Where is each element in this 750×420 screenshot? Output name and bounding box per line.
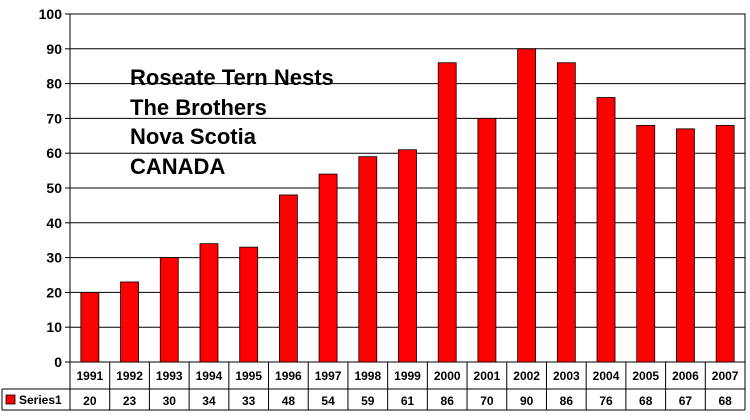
bar-1998 bbox=[358, 156, 378, 363]
table-value: 33 bbox=[242, 394, 256, 408]
title-line-3: Nova Scotia bbox=[130, 124, 256, 149]
bar-2000 bbox=[437, 62, 457, 363]
bar-1999 bbox=[398, 149, 417, 363]
y-tick-label: 40 bbox=[46, 215, 62, 231]
table-value: 70 bbox=[480, 394, 494, 408]
x-tick-label: 2000 bbox=[434, 369, 461, 383]
table-value: 86 bbox=[560, 394, 574, 408]
x-tick-label: 1997 bbox=[315, 369, 342, 383]
y-tick-label: 70 bbox=[46, 110, 62, 126]
bar-1997 bbox=[318, 173, 338, 363]
title-line-2: The Brothers bbox=[130, 94, 267, 120]
y-tick-label: 20 bbox=[46, 284, 62, 300]
y-tick-label: 80 bbox=[46, 76, 62, 92]
x-tick-label: 2005 bbox=[632, 369, 659, 383]
table-value: 54 bbox=[321, 394, 335, 408]
bar-1992 bbox=[120, 281, 139, 363]
chart-title: Roseate Tern Nests The Brothers Nova Sco… bbox=[130, 63, 334, 181]
table-value: 23 bbox=[123, 394, 137, 408]
y-tick-label: 90 bbox=[46, 41, 62, 57]
table-value: 34 bbox=[202, 394, 216, 408]
bar-2004 bbox=[596, 97, 616, 363]
table-value: 76 bbox=[599, 394, 613, 408]
title-line-4: CANADA bbox=[130, 153, 226, 179]
table-value: 68 bbox=[718, 394, 732, 408]
x-tick-label: 1998 bbox=[354, 369, 381, 383]
legend-key bbox=[5, 394, 16, 405]
table-value: 61 bbox=[401, 394, 415, 408]
bar-2006 bbox=[676, 128, 695, 363]
x-tick-label: 2001 bbox=[474, 369, 501, 383]
table-value: 86 bbox=[441, 394, 455, 408]
title-line-1: Roseate Tern Nests bbox=[130, 65, 334, 90]
bar-1996 bbox=[278, 194, 298, 363]
bar-2002 bbox=[517, 48, 537, 363]
bar-1994 bbox=[199, 243, 219, 363]
x-tick-label: 1991 bbox=[77, 369, 104, 383]
table-value: 90 bbox=[520, 394, 534, 408]
table-value: 67 bbox=[679, 394, 693, 408]
x-tick-label: 2006 bbox=[672, 369, 699, 383]
bar-2005 bbox=[636, 124, 656, 363]
x-tick-label: 2007 bbox=[712, 369, 739, 383]
table-value: 48 bbox=[282, 394, 296, 408]
x-tick-label: 1992 bbox=[116, 369, 143, 383]
x-tick-label: 1999 bbox=[394, 369, 421, 383]
x-tick-label: 1995 bbox=[235, 369, 262, 383]
bar-1993 bbox=[159, 257, 179, 363]
table-value: 30 bbox=[163, 394, 177, 408]
bar-1991 bbox=[80, 291, 100, 363]
x-tick-label: 2002 bbox=[513, 369, 540, 383]
y-tick-label: 50 bbox=[46, 180, 62, 196]
x-tick-label: 1993 bbox=[156, 369, 183, 383]
y-tick-label: 100 bbox=[39, 6, 63, 22]
bar-1995 bbox=[239, 246, 259, 363]
table-value: 68 bbox=[639, 394, 653, 408]
y-tick-label: 0 bbox=[54, 354, 62, 370]
x-tick-label: 1996 bbox=[275, 369, 302, 383]
y-tick-label: 60 bbox=[46, 145, 62, 161]
table-value: 59 bbox=[361, 394, 375, 408]
x-tick-label: 2003 bbox=[553, 369, 580, 383]
bar-2001 bbox=[477, 118, 497, 363]
x-tick-label: 2004 bbox=[593, 369, 620, 383]
y-tick-label: 10 bbox=[46, 319, 62, 335]
bar-2003 bbox=[556, 62, 576, 363]
y-tick-label: 30 bbox=[46, 250, 62, 266]
table-value: 20 bbox=[83, 394, 97, 408]
bar-2007 bbox=[715, 124, 735, 363]
legend-series-name: Series1 bbox=[19, 393, 62, 407]
x-tick-label: 1994 bbox=[196, 369, 223, 383]
